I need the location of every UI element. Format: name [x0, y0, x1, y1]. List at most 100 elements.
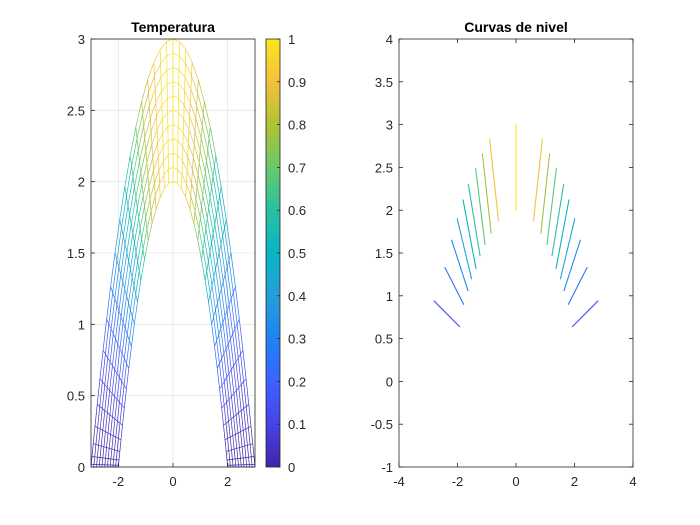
- mesh-line: [244, 445, 247, 458]
- mesh-line: [228, 399, 232, 419]
- mesh-line: [105, 324, 110, 355]
- mesh-line: [142, 174, 149, 196]
- mesh-line: [97, 406, 101, 428]
- mesh-line: [147, 157, 154, 175]
- colorbar-tick-label: 0.4: [288, 289, 306, 304]
- y-tick-label: 3.5: [375, 75, 393, 90]
- mesh-line: [162, 112, 168, 120]
- mesh-line: [138, 249, 144, 271]
- mesh-line: [151, 129, 158, 145]
- mesh-line: [120, 425, 123, 440]
- mesh-line: [106, 390, 111, 413]
- mesh-line: [217, 260, 222, 289]
- mesh-line: [178, 55, 186, 64]
- mesh-line: [131, 252, 137, 278]
- mesh-line: [112, 304, 118, 334]
- mesh-line: [228, 260, 234, 293]
- curvas-title: Curvas de nivel: [464, 19, 568, 35]
- contour-segment: [567, 267, 588, 305]
- x-tick-label: 2: [571, 474, 578, 489]
- mesh-line: [126, 368, 130, 390]
- y-tick-label: 2: [386, 203, 393, 218]
- mesh-line: [149, 183, 155, 200]
- mesh-line: [230, 298, 236, 330]
- mesh-line: [216, 368, 220, 390]
- mesh-line: [121, 358, 125, 382]
- contour-segment: [456, 218, 473, 280]
- mesh-line: [199, 217, 205, 239]
- mesh-line: [132, 149, 139, 177]
- mesh-line: [232, 292, 238, 325]
- mesh-line: [229, 436, 232, 450]
- mesh-line: [236, 448, 239, 459]
- mesh-line: [177, 126, 184, 134]
- mesh-line: [159, 49, 165, 189]
- mesh-line: [127, 176, 134, 206]
- mesh-line: [206, 270, 211, 294]
- colorbar-ticks: 0 0.1 0.2 0.3 0.4 0.5 0.6 0.7 0.8 0.9 1: [277, 32, 306, 475]
- mesh-line: [162, 126, 169, 134]
- mesh-line: [221, 358, 225, 382]
- mesh-line: [233, 449, 236, 460]
- contour-segment: [444, 267, 465, 305]
- mesh-line: [159, 41, 167, 50]
- mesh-line: [211, 324, 215, 347]
- mesh-line: [121, 385, 125, 406]
- mesh-line: [227, 343, 232, 370]
- mesh-line: [128, 346, 132, 369]
- mesh-line: [189, 79, 199, 209]
- mesh-line: [111, 369, 116, 394]
- mesh-line: [224, 274, 230, 305]
- mesh-line: [225, 451, 228, 461]
- mesh-line: [243, 381, 247, 407]
- mesh-line: [213, 317, 217, 341]
- mesh-line: [211, 186, 217, 215]
- mesh-line: [104, 458, 106, 465]
- mesh-line: [245, 406, 249, 428]
- mesh-line: [103, 431, 106, 447]
- mesh-line: [148, 75, 155, 93]
- mesh-line: [102, 410, 106, 431]
- mesh-line: [230, 252, 236, 287]
- mesh-line: [135, 228, 141, 253]
- mesh-line: [195, 199, 201, 218]
- mesh-line: [124, 260, 129, 289]
- mesh-line: [233, 393, 237, 415]
- mesh-line: [204, 101, 211, 128]
- mesh-line: [94, 404, 98, 427]
- mesh-line: [147, 223, 153, 241]
- mesh-line: [182, 132, 189, 144]
- mesh-line: [206, 161, 212, 188]
- mesh-line: [248, 457, 250, 465]
- mesh-line: [168, 181, 174, 184]
- mesh-line: [109, 333, 114, 362]
- mesh-line: [167, 110, 174, 113]
- mesh-line: [207, 149, 214, 177]
- mesh-line: [104, 387, 108, 411]
- colorbar-tick-label: 0.1: [288, 417, 306, 432]
- mesh-line: [126, 166, 132, 197]
- mesh-line: [233, 365, 237, 391]
- y-tick-label: 1: [386, 289, 393, 304]
- mesh-line: [164, 183, 169, 189]
- mesh-line: [168, 152, 174, 156]
- contour-segment: [475, 167, 486, 245]
- mesh-line: [177, 183, 182, 189]
- mesh-line: [235, 361, 240, 388]
- mesh-line: [227, 464, 255, 466]
- mesh-line: [126, 310, 131, 335]
- mesh-line: [202, 195, 208, 219]
- contour-segment: [481, 153, 492, 234]
- mesh-line: [234, 458, 237, 466]
- mesh-line: [179, 41, 187, 50]
- mesh-line: [201, 259, 206, 281]
- mesh-line: [247, 445, 249, 458]
- mesh-line: [226, 443, 253, 452]
- mesh-line: [228, 450, 231, 460]
- mesh-line: [204, 186, 222, 281]
- mesh-line: [105, 412, 108, 432]
- x-tick-label: 4: [629, 474, 636, 489]
- contour-segment: [559, 218, 576, 280]
- mesh-line: [114, 343, 119, 370]
- mesh-line: [91, 443, 94, 457]
